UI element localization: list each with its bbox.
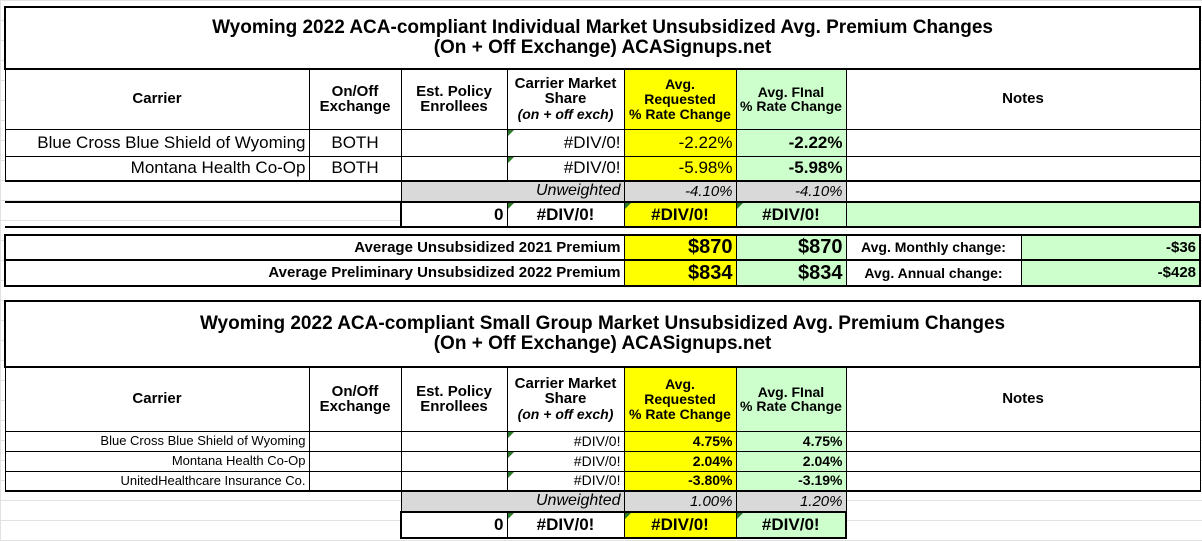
total-enrollees[interactable]: 0: [400, 511, 508, 539]
unweighted-final[interactable]: -4.10%: [735, 180, 847, 203]
total-share[interactable]: #DIV/0!: [507, 511, 625, 539]
total-requested[interactable]: #DIV/0!: [624, 511, 737, 539]
requested-cell[interactable]: 2.04%: [623, 450, 737, 472]
unweighted-requested[interactable]: -4.10%: [623, 180, 737, 203]
share-cell[interactable]: #DIV/0!: [506, 128, 625, 157]
header-enrollees: Est. Policy Enrollees: [400, 68, 508, 130]
final-cell[interactable]: -2.22%: [735, 128, 847, 157]
share-cell[interactable]: #DIV/0!: [506, 450, 625, 472]
requested-cell[interactable]: -3.80%: [623, 470, 737, 492]
header-exchange: On/Off Exchange: [308, 366, 402, 432]
exchange-cell[interactable]: BOTH: [308, 155, 402, 182]
total-requested[interactable]: #DIV/0!: [623, 201, 737, 228]
header-notes: Notes: [845, 68, 1201, 130]
share-cell[interactable]: #DIV/0!: [506, 155, 625, 182]
table-row: Blue Cross Blue Shield of Wyoming #DIV/0…: [4, 430, 1201, 452]
enrollees-cell[interactable]: [400, 128, 508, 157]
table-row: UnitedHealthcare Insurance Co. #DIV/0! -…: [4, 470, 1201, 492]
total-notes[interactable]: [845, 201, 1202, 228]
premium-requested[interactable]: $870: [623, 234, 737, 261]
carrier-cell[interactable]: Montana Health Co-Op: [4, 450, 310, 472]
exchange-cell[interactable]: [308, 450, 402, 472]
unweighted-row: Unweighted -4.10% -4.10%: [5, 180, 1201, 203]
header-exchange: On/Off Exchange: [308, 68, 402, 130]
exchange-cell[interactable]: [308, 470, 402, 492]
enrollees-cell[interactable]: [400, 155, 508, 182]
header-notes: Notes: [845, 366, 1201, 432]
total-final[interactable]: #DIV/0!: [735, 201, 847, 228]
final-cell[interactable]: 2.04%: [735, 450, 847, 472]
unweighted-label: Unweighted: [400, 490, 625, 513]
notes-cell[interactable]: [845, 450, 1201, 472]
enrollees-cell[interactable]: [400, 430, 508, 452]
unweighted-row: Unweighted 1.00% 1.20%: [5, 490, 1201, 513]
total-share[interactable]: #DIV/0!: [506, 201, 625, 228]
small-group-market-table: Wyoming 2022 ACA-compliant Small Group M…: [3, 300, 1202, 539]
header-carrier: Carrier: [4, 68, 310, 130]
premium-label: Average Unsubsidized 2021 Premium: [5, 235, 624, 260]
carrier-cell[interactable]: Blue Cross Blue Shield of Wyoming: [4, 128, 310, 157]
header-carrier: Carrier: [4, 366, 310, 432]
exchange-cell[interactable]: BOTH: [308, 128, 402, 157]
total-enrollees[interactable]: 0: [400, 201, 508, 228]
table-title: Wyoming 2022 ACA-compliant Individual Ma…: [3, 6, 1202, 70]
annual-change-label: Avg. Annual change:: [845, 259, 1022, 287]
premium-final[interactable]: $870: [735, 234, 847, 261]
header-final: Avg. FInal% Rate Change: [735, 366, 847, 432]
unweighted-requested[interactable]: 1.00%: [623, 490, 737, 513]
requested-cell[interactable]: 4.75%: [623, 430, 737, 452]
carrier-cell[interactable]: Montana Health Co-Op: [4, 155, 310, 182]
final-cell[interactable]: -3.19%: [735, 470, 847, 492]
individual-market-table: Wyoming 2022 ACA-compliant Individual Ma…: [3, 6, 1202, 287]
notes-cell[interactable]: [845, 430, 1201, 452]
table-title: Wyoming 2022 ACA-compliant Small Group M…: [3, 300, 1202, 368]
enrollees-cell[interactable]: [400, 450, 508, 472]
header-requested: Avg. Requested% Rate Change: [623, 366, 737, 432]
carrier-cell[interactable]: Blue Cross Blue Shield of Wyoming: [4, 430, 310, 452]
notes-cell[interactable]: [845, 155, 1201, 182]
table-row: Montana Health Co-Op BOTH #DIV/0! -5.98%…: [4, 155, 1201, 182]
total-final[interactable]: #DIV/0!: [735, 511, 847, 539]
header-market-share: Carrier Market Share (on + off exch): [506, 366, 625, 432]
unweighted-final[interactable]: 1.20%: [735, 490, 847, 513]
premium-row: Average Unsubsidized 2021 Premium $870 $…: [5, 234, 1201, 261]
annual-change-value[interactable]: -$428: [1020, 259, 1201, 287]
premium-requested[interactable]: $834: [623, 259, 737, 287]
notes-cell[interactable]: [845, 128, 1201, 157]
total-row: 0 #DIV/0! #DIV/0! #DIV/0!: [5, 201, 1202, 228]
carrier-cell[interactable]: UnitedHealthcare Insurance Co.: [4, 470, 310, 492]
enrollees-cell[interactable]: [400, 470, 508, 492]
premium-row: Average Preliminary Unsubsidized 2022 Pr…: [5, 259, 1201, 287]
table-row: Blue Cross Blue Shield of Wyoming BOTH #…: [4, 128, 1201, 157]
header-requested: Avg. Requested% Rate Change: [623, 68, 737, 130]
final-cell[interactable]: 4.75%: [735, 430, 847, 452]
header-final: Avg. FInal% Rate Change: [735, 68, 847, 130]
share-cell[interactable]: #DIV/0!: [506, 430, 625, 452]
header-enrollees: Est. Policy Enrollees: [400, 366, 508, 432]
monthly-change-value[interactable]: -$36: [1020, 234, 1201, 261]
final-cell[interactable]: -5.98%: [735, 155, 847, 182]
monthly-change-label: Avg. Monthly change:: [845, 234, 1022, 261]
unweighted-label: Unweighted: [400, 180, 625, 203]
notes-cell[interactable]: [845, 470, 1201, 492]
requested-cell[interactable]: -2.22%: [623, 128, 737, 157]
exchange-cell[interactable]: [308, 430, 402, 452]
table-row: Montana Health Co-Op #DIV/0! 2.04% 2.04%: [4, 450, 1201, 472]
requested-cell[interactable]: -5.98%: [623, 155, 737, 182]
premium-final[interactable]: $834: [735, 259, 847, 287]
total-row: 0 #DIV/0! #DIV/0! #DIV/0!: [5, 511, 1200, 539]
share-cell[interactable]: #DIV/0!: [506, 470, 625, 492]
premium-label: Average Preliminary Unsubsidized 2022 Pr…: [5, 260, 624, 286]
header-market-share: Carrier Market Share (on + off exch): [506, 68, 625, 130]
